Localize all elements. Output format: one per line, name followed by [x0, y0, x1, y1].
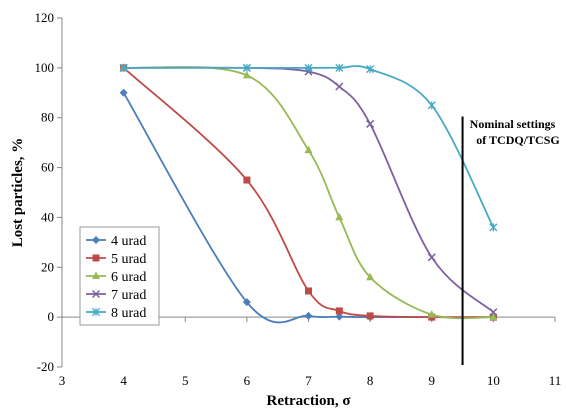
- data-point-8-urad: [242, 63, 251, 72]
- legend-swatch-marker: [91, 289, 101, 299]
- series-line-7-urad: [123, 66, 494, 313]
- data-point-6-urad: [366, 272, 375, 281]
- series-7-urad: [119, 63, 498, 317]
- data-point-6-urad: [304, 145, 313, 154]
- legend: 4 urad 5 urad 6 urad 7 urad 8 urad: [79, 226, 160, 326]
- legend-entry-4-urad: 4 urad: [86, 234, 146, 249]
- series-line-5-urad: [123, 67, 494, 319]
- x-tick-label: 10: [487, 373, 500, 388]
- data-point-8-urad: [335, 63, 344, 72]
- y-tick-label: 40: [41, 209, 54, 224]
- x-tick-label: 3: [59, 373, 66, 388]
- x-axis-title: Retraction, σ: [267, 393, 352, 409]
- data-point-8-urad: [304, 63, 313, 72]
- data-point-4-urad: [335, 312, 344, 321]
- nominal-settings-label-line-2: of TCDQ/TCSG: [476, 133, 559, 147]
- annotations: Nominal settings of TCDQ/TCSG: [461, 116, 560, 365]
- data-point-8-urad: [366, 65, 375, 74]
- data-point-8-urad: [489, 223, 498, 232]
- legend-label: 6 urad: [111, 270, 146, 285]
- y-tick-label: -20: [37, 359, 54, 374]
- legend-swatch-marker: [92, 271, 100, 279]
- data-point-5-urad: [335, 307, 343, 315]
- data-point-5-urad: [243, 176, 251, 184]
- data-point-8-urad: [427, 101, 436, 110]
- x-tick-label: 8: [367, 373, 374, 388]
- data-point-7-urad: [366, 119, 375, 128]
- legend-label: 4 urad: [111, 234, 146, 249]
- series-5-urad: [120, 64, 497, 321]
- legend-label: 7 urad: [111, 288, 146, 303]
- legend-entry-5-urad: 5 urad: [86, 252, 146, 267]
- legend-label: 8 urad: [111, 306, 146, 321]
- y-tick-label: 100: [35, 60, 55, 75]
- x-tick-label: 4: [120, 373, 127, 388]
- data-point-8-urad: [119, 63, 128, 72]
- y-tick-labels: -20 0 20 40 60 80 100 120: [35, 10, 55, 374]
- y-tick-label: 80: [41, 110, 54, 125]
- data-point-5-urad: [366, 312, 374, 320]
- x-tick-labels: 3 4 5 6 7 8 9 10 11: [59, 373, 562, 388]
- x-tick-label: 9: [429, 373, 436, 388]
- y-tick-label: 120: [35, 10, 55, 25]
- data-point-6-urad: [489, 312, 498, 321]
- data-point-7-urad: [427, 253, 436, 262]
- legend-swatch-marker: [91, 307, 101, 317]
- x-tick-label: 5: [182, 373, 189, 388]
- data-point-6-urad: [427, 310, 436, 318]
- legend-entry-8-urad: 8 urad: [86, 306, 146, 321]
- data-point-4-urad: [119, 88, 128, 97]
- data-point-6-urad: [335, 212, 344, 221]
- y-tick-label: 0: [48, 309, 55, 324]
- legend-swatch-marker: [92, 236, 100, 244]
- data-point-6-urad: [242, 70, 251, 79]
- series-6-urad: [119, 63, 498, 321]
- nominal-settings-label-line-1: Nominal settings: [470, 117, 556, 131]
- y-axis-title: Lost particles, %: [10, 138, 26, 248]
- x-tick-label: 11: [549, 373, 562, 388]
- legend-entry-7-urad: 7 urad: [86, 288, 146, 303]
- y-tick-label: 20: [41, 259, 54, 274]
- legend-label: 5 urad: [111, 252, 146, 267]
- series-layer: [119, 63, 498, 324]
- x-tick-label: 6: [244, 373, 251, 388]
- series-line-6-urad: [123, 66, 494, 320]
- y-tick-label: 60: [41, 160, 54, 175]
- data-point-4-urad: [242, 298, 251, 307]
- series-8-urad: [119, 63, 498, 232]
- legend-swatch-marker: [92, 254, 100, 262]
- nominal-settings-label: Nominal settings of TCDQ/TCSG: [470, 117, 560, 147]
- data-point-7-urad: [335, 82, 344, 91]
- series-4-urad: [119, 88, 498, 324]
- legend-entry-6-urad: 6 urad: [86, 270, 146, 285]
- data-point-7-urad: [489, 308, 498, 317]
- data-point-5-urad: [305, 287, 312, 295]
- data-point-4-urad: [304, 311, 313, 320]
- x-tick-label: 7: [305, 373, 312, 388]
